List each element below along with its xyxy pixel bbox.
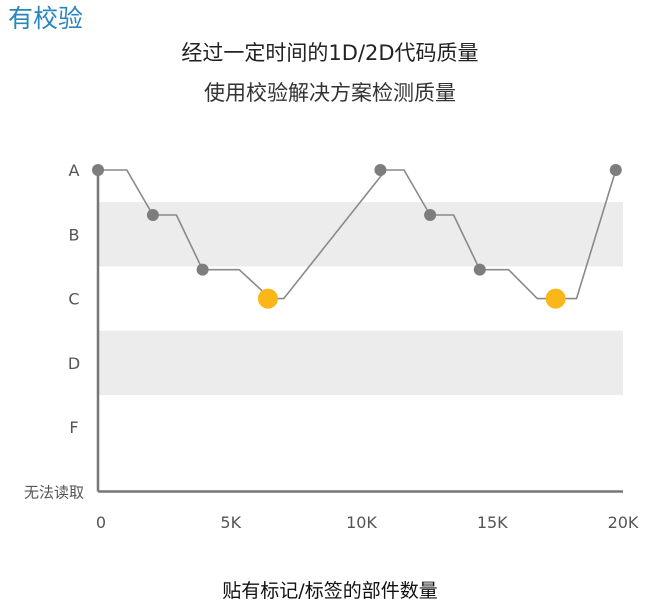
y-tick-label: C bbox=[68, 290, 79, 309]
data-point bbox=[609, 164, 622, 176]
y-tick-label: 无法读取 bbox=[24, 484, 84, 502]
x-tick-label: 15K bbox=[477, 513, 508, 532]
data-point bbox=[424, 209, 437, 222]
band-d bbox=[98, 330, 623, 396]
highlight-point bbox=[545, 288, 566, 309]
data-point bbox=[374, 164, 387, 176]
y-tick-label: B bbox=[69, 225, 80, 244]
x-tick-label: 10K bbox=[346, 513, 377, 532]
y-tick-label: A bbox=[69, 161, 80, 180]
x-tick-label: 5K bbox=[220, 513, 241, 532]
y-tick-label: D bbox=[68, 354, 80, 373]
chart-subtitle: 使用校验解决方案检测质量 bbox=[204, 81, 456, 105]
x-tick-label: 0 bbox=[96, 513, 106, 532]
series-line bbox=[98, 169, 617, 300]
data-point bbox=[473, 263, 486, 276]
band-b bbox=[98, 202, 623, 267]
data-point bbox=[92, 164, 104, 176]
data-point bbox=[196, 263, 209, 276]
chart-title: 经过一定时间的1D/2D代码质量 bbox=[181, 41, 479, 65]
data-point bbox=[146, 209, 159, 222]
section-heading: 有校验 bbox=[8, 4, 84, 33]
y-tick-label: F bbox=[69, 418, 78, 437]
x-axis-label: 贴有标记/标签的部件数量 bbox=[222, 580, 438, 602]
x-tick-label: 20K bbox=[608, 513, 639, 532]
highlight-point bbox=[257, 288, 278, 309]
